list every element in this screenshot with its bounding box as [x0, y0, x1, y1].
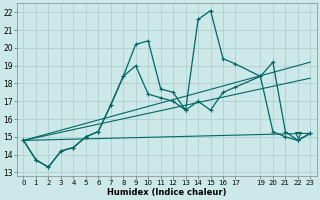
X-axis label: Humidex (Indice chaleur): Humidex (Indice chaleur) — [107, 188, 227, 197]
